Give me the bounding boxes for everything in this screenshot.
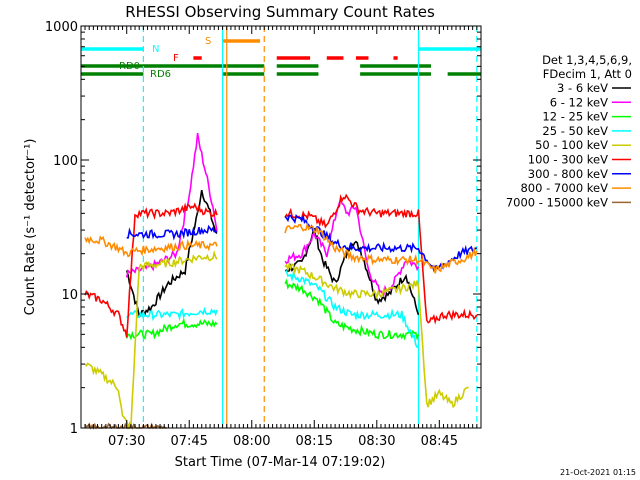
series-line-800-7000-kev bbox=[84, 221, 478, 274]
x-tick-label: 07:30 bbox=[108, 434, 145, 449]
legend-label-800-7000-kev: 800 - 7000 keV bbox=[520, 181, 608, 195]
x-axis-ticks: 07:30 07:45 08:00 08:15 08:30 08:45 bbox=[84, 26, 482, 449]
vertical-markers bbox=[142, 26, 478, 428]
series-line-100-300-kev bbox=[84, 193, 478, 338]
flag-rd6-label: RD6 bbox=[150, 69, 171, 80]
x-tick-label: 08:45 bbox=[421, 434, 458, 449]
series-line-3-6-kev bbox=[125, 189, 420, 318]
series-line-12-25-kev bbox=[125, 278, 420, 341]
series-line-25-50-kev bbox=[126, 270, 419, 349]
legend-label-6-12-kev: 6 - 12 keV bbox=[550, 95, 608, 109]
legend-label-7000-15000-kev: 7000 - 15000 keV bbox=[506, 195, 608, 209]
x-tick-label: 08:30 bbox=[358, 434, 395, 449]
x-tick-label: 08:00 bbox=[233, 434, 270, 449]
legend-header-line-1: Det 1,3,4,5,6,9, bbox=[542, 53, 632, 67]
y-tick-label: 1000 bbox=[45, 20, 78, 35]
x-tick-label: 07:45 bbox=[170, 434, 207, 449]
y-tick-label: 1 bbox=[70, 422, 78, 437]
legend-header-line-2: FDecim 1, Att 0 bbox=[543, 67, 632, 81]
legend-label-3-6-kev: 3 - 6 keV bbox=[557, 81, 608, 95]
series-lines bbox=[84, 132, 478, 431]
legend-label-100-300-kev: 100 - 300 keV bbox=[528, 153, 608, 167]
y-axis-ticks: 1 10 100 1000 bbox=[45, 20, 481, 437]
flag-s-label: S bbox=[205, 36, 211, 47]
flag-f-label: F bbox=[173, 53, 179, 64]
legend-label-50-100-kev: 50 - 100 keV bbox=[535, 138, 608, 152]
chart-title: RHESSI Observing Summary Count Rates bbox=[125, 3, 435, 21]
x-tick-label: 08:15 bbox=[296, 434, 333, 449]
legend-label-300-800-kev: 300 - 800 keV bbox=[528, 167, 608, 181]
legend-label-25-50-kev: 25 - 50 keV bbox=[542, 124, 608, 138]
flag-n-label: N bbox=[152, 44, 159, 55]
x-axis-label: Start Time (07-Mar-14 07:19:02) bbox=[175, 455, 386, 470]
status-flags: S F N RD0 RD6 bbox=[81, 36, 481, 80]
y-tick-label: 100 bbox=[53, 154, 78, 169]
y-axis-label: Count Rate (s⁻¹ detector⁻¹) bbox=[23, 139, 38, 316]
generation-timestamp: 21-Oct-2021 01:15 bbox=[560, 468, 636, 477]
series-line-50-100-kev bbox=[84, 249, 469, 431]
y-tick-label: 10 bbox=[61, 288, 78, 303]
legend-label-12-25-kev: 12 - 25 keV bbox=[542, 110, 608, 124]
flag-rd0-label: RD0 bbox=[119, 61, 140, 72]
